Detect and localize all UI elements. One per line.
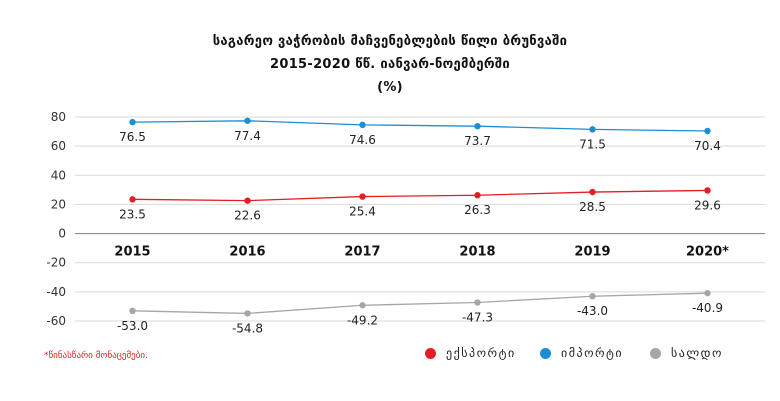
y-tick-label: 80 xyxy=(51,110,66,124)
data-label-import: 77.4 xyxy=(234,129,261,143)
y-tick-label: 20 xyxy=(51,197,66,211)
y-tick-label: 0 xyxy=(58,227,66,241)
data-point-import xyxy=(359,121,366,129)
data-label-export: 22.6 xyxy=(234,209,261,223)
y-tick-label: 60 xyxy=(51,139,66,153)
chart-title: საგარეო ვაჭრობის მაჩვენებლების წილი ბრუნ… xyxy=(212,34,568,49)
y-tick-label: -40 xyxy=(46,285,66,299)
data-point-balance xyxy=(704,289,711,297)
data-label-export: 29.6 xyxy=(694,198,721,212)
legend-import-marker-icon xyxy=(540,347,551,359)
data-label-export: 23.5 xyxy=(119,207,146,221)
data-point-import xyxy=(244,117,251,124)
data-point-export xyxy=(704,187,711,194)
chart-subtitle: 2015-2020 წწ. იანვარ-ნოემბერში xyxy=(270,57,510,72)
data-label-balance: -49.2 xyxy=(347,313,378,327)
series-line-balance xyxy=(132,292,708,315)
data-label-import: 71.5 xyxy=(579,137,606,151)
legend-import-label: იმპორტი xyxy=(561,346,624,360)
chart-unit-label: (%) xyxy=(377,80,403,95)
data-point-import xyxy=(129,118,136,126)
legend-item-export: ექსპორტი xyxy=(425,346,516,360)
data-label-balance: -54.8 xyxy=(232,321,263,335)
data-point-balance xyxy=(129,307,136,314)
data-label-import: 76.5 xyxy=(119,130,146,144)
series-line-import xyxy=(132,120,708,132)
data-label-balance: -53.0 xyxy=(117,319,148,333)
x-tick-label: 2018 xyxy=(459,245,495,260)
data-label-balance: -43.0 xyxy=(577,304,608,318)
data-point-export xyxy=(129,196,136,203)
legend-export-marker-icon xyxy=(425,347,436,359)
legend-item-import: იმპორტი xyxy=(540,346,623,360)
data-label-balance: -47.3 xyxy=(462,310,493,324)
data-point-export xyxy=(589,188,596,196)
legend-balance-marker-icon xyxy=(650,347,661,359)
x-tick-label: 2019 xyxy=(574,245,610,260)
x-tick-label: 2020* xyxy=(686,245,729,260)
data-label-import: 74.6 xyxy=(349,133,376,147)
data-label-export: 28.5 xyxy=(579,200,606,214)
data-label-import: 73.7 xyxy=(464,134,491,148)
data-point-balance xyxy=(474,299,481,306)
data-point-export xyxy=(474,192,481,199)
data-point-balance xyxy=(359,302,366,309)
x-tick-label: 2016 xyxy=(229,245,265,260)
x-tick-label: 2015 xyxy=(114,245,150,260)
data-label-balance: -40.9 xyxy=(692,301,723,315)
y-tick-label: 40 xyxy=(51,168,66,182)
legend-export-label: ექსპორტი xyxy=(446,346,516,360)
data-point-balance xyxy=(589,293,596,300)
data-point-import xyxy=(589,126,596,133)
y-tick-label: -60 xyxy=(46,314,66,328)
data-label-export: 25.4 xyxy=(349,205,376,219)
data-point-import xyxy=(704,127,711,135)
data-point-export xyxy=(244,197,251,204)
data-point-import xyxy=(474,122,481,130)
series-line-export xyxy=(132,189,708,202)
legend-item-balance: სალდო xyxy=(650,346,723,360)
data-label-export: 26.3 xyxy=(464,203,491,217)
footnote: *წინასწარი მონაცემები. xyxy=(44,351,148,361)
data-point-balance xyxy=(244,310,251,317)
y-tick-label: -20 xyxy=(46,256,66,270)
legend-balance-label: სალდო xyxy=(671,346,723,360)
data-label-import: 70.4 xyxy=(694,139,721,153)
data-point-export xyxy=(359,193,366,200)
x-tick-label: 2017 xyxy=(344,245,380,260)
